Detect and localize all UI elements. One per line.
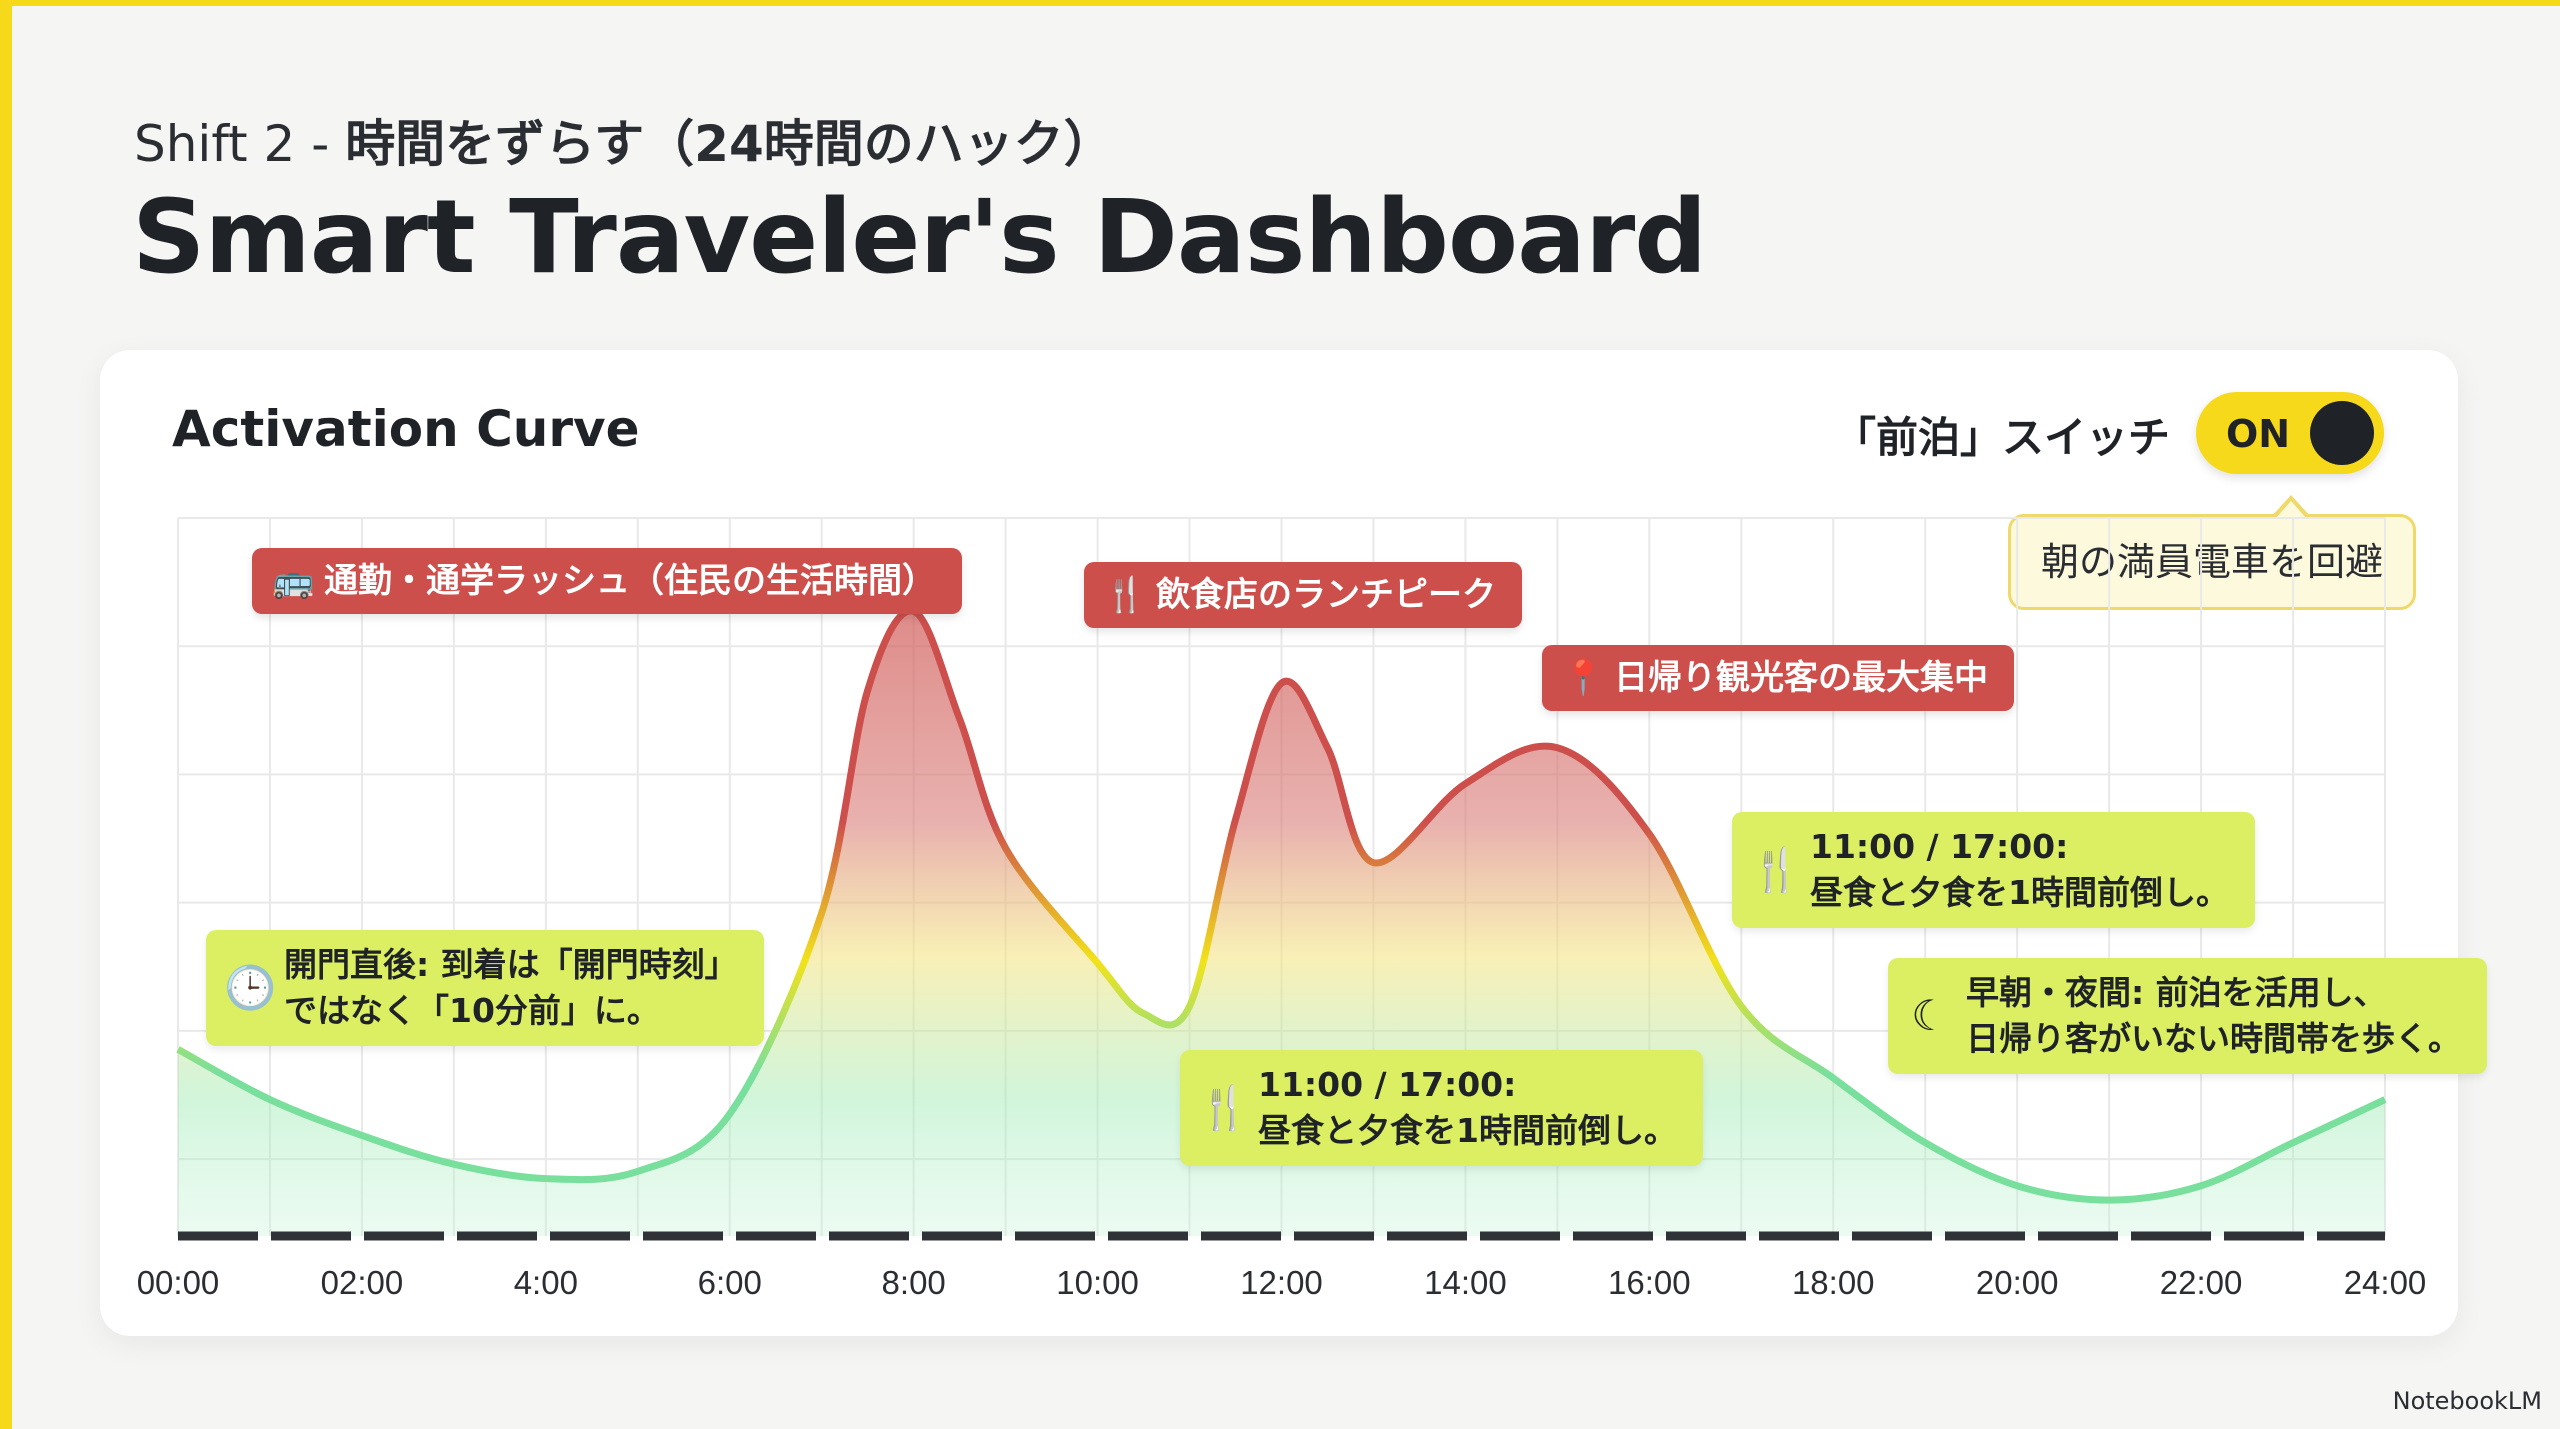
- opening-note-line-2: ではなく「10分前」に。: [284, 991, 660, 1030]
- x-tick-label: 14:00: [1424, 1264, 1507, 1301]
- meals-note-low: 🍴 11:00 / 17:00: 昼食と夕食を1時間前倒し。: [1180, 1050, 1703, 1166]
- switch-tooltip: 朝の満員電車を回避: [2008, 495, 2417, 610]
- notebooklm-watermark: NotebookLM: [2392, 1387, 2542, 1415]
- commute-rush-text: 通勤・通学ラッシュ（住民の生活時間）: [324, 561, 936, 601]
- x-tick-label: 10:00: [1056, 1264, 1139, 1301]
- x-tick-label: 00:00: [137, 1264, 220, 1301]
- meals-note-low-line-2: 昼食と夕食を1時間前倒し。: [1258, 1111, 1677, 1150]
- page-title: Smart Traveler's Dashboard: [132, 178, 1707, 297]
- meals-note-high: 🍴 11:00 / 17:00: 昼食と夕食を1時間前倒し。: [1732, 812, 2255, 928]
- location-pin-icon: 📍: [1562, 658, 1605, 698]
- meals-note-low-line-1: 11:00 / 17:00:: [1258, 1065, 1517, 1104]
- night-note-line-1: 早朝・夜間: 前泊を活用し、: [1966, 973, 2387, 1012]
- toggle-knob[interactable]: [2310, 401, 2374, 465]
- x-tick-label: 8:00: [882, 1264, 946, 1301]
- x-tick-label: 4:00: [514, 1264, 578, 1301]
- page-subtitle: Shift 2 - 時間をずらす（24時間のハック）: [134, 104, 1114, 176]
- fork-knife-icon: 🍴: [1198, 1083, 1251, 1132]
- x-tick-label: 18:00: [1792, 1264, 1875, 1301]
- clock-icon: 🕒: [224, 963, 277, 1012]
- activation-curve-line: [176, 607, 2387, 1204]
- night-note-line-2: 日帰り客がいない時間帯を歩く。: [1966, 1019, 2461, 1058]
- subtitle-prefix: Shift 2 -: [134, 115, 346, 173]
- fork-knife-icon: 🍴: [1104, 575, 1147, 615]
- x-tick-label: 22:00: [2160, 1264, 2243, 1301]
- daytrip-peak-label: 📍 日帰り観光客の最大集中: [1542, 645, 2014, 711]
- left-accent-bar: [0, 0, 12, 1429]
- meals-note-high-line-2: 昼食と夕食を1時間前倒し。: [1810, 873, 2229, 912]
- subtitle-jp: 時間をずらす（24時間のハック）: [345, 115, 1114, 173]
- daytrip-peak-text: 日帰り観光客の最大集中: [1614, 658, 1988, 698]
- commute-rush-label: 🚌 通勤・通学ラッシュ（住民の生活時間）: [252, 548, 962, 614]
- lunch-peak-text: 飲食店のランチピーク: [1156, 575, 1496, 615]
- x-tick-label: 6:00: [698, 1264, 762, 1301]
- x-tick-label: 16:00: [1608, 1264, 1691, 1301]
- meals-note-high-line-1: 11:00 / 17:00:: [1810, 827, 2069, 866]
- x-axis-ticks: 00:00 02:00 4:00 6:00 8:00 10:00 12:00 14:00 16:…: [137, 1264, 2427, 1301]
- x-tick-label: 02:00: [321, 1264, 404, 1301]
- bus-icon: 🚌: [272, 561, 315, 601]
- switch-label: 「前泊」スイッチ: [1833, 413, 2170, 462]
- top-accent-bar: [0, 0, 2560, 6]
- zenpaku-toggle[interactable]: ON: [2196, 392, 2384, 474]
- lunch-peak-label: 🍴 飲食店のランチピーク: [1084, 562, 1522, 628]
- opening-note: 🕒 開門直後: 到着は「開門時刻」 ではなく「10分前」に。: [206, 930, 764, 1046]
- card-title: Activation Curve: [172, 400, 640, 458]
- opening-note-line-1: 開門直後: 到着は「開門時刻」: [284, 945, 738, 984]
- toggle-on-label: ON: [2226, 412, 2291, 456]
- x-tick-label: 12:00: [1240, 1264, 1323, 1301]
- moon-icon: ☾: [1911, 991, 1949, 1040]
- fork-knife-icon: 🍴: [1750, 845, 1803, 894]
- night-note: ☾ 早朝・夜間: 前泊を活用し、 日帰り客がいない時間帯を歩く。: [1888, 958, 2487, 1074]
- x-tick-label: 24:00: [2344, 1264, 2427, 1301]
- x-tick-label: 20:00: [1976, 1264, 2059, 1301]
